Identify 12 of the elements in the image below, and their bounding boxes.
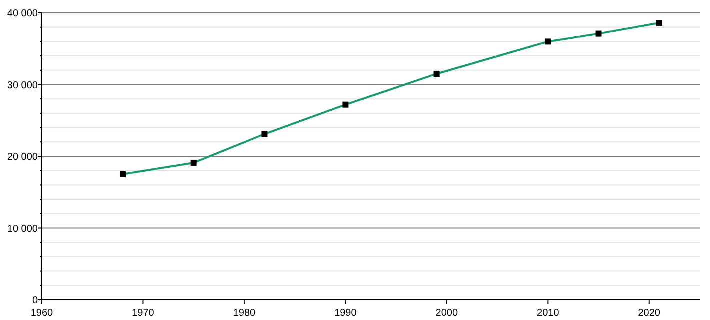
x-tick-label: 2020: [638, 308, 661, 319]
y-tick-label: 40 000: [7, 8, 38, 20]
y-tick-label: 0: [32, 296, 38, 306]
y-tick-label: 20 000: [7, 152, 38, 163]
y-tick-label: 10 000: [7, 224, 38, 235]
x-tick-label: 1970: [132, 308, 155, 319]
x-tick-label: 1980: [233, 308, 256, 319]
x-tick-label: 2010: [537, 308, 560, 319]
x-tick-label: 2000: [436, 308, 458, 319]
x-tick-label: 1960: [30, 308, 54, 319]
x-tick-label: 1990: [334, 308, 358, 319]
y-tick-label: 30 000: [7, 80, 38, 92]
